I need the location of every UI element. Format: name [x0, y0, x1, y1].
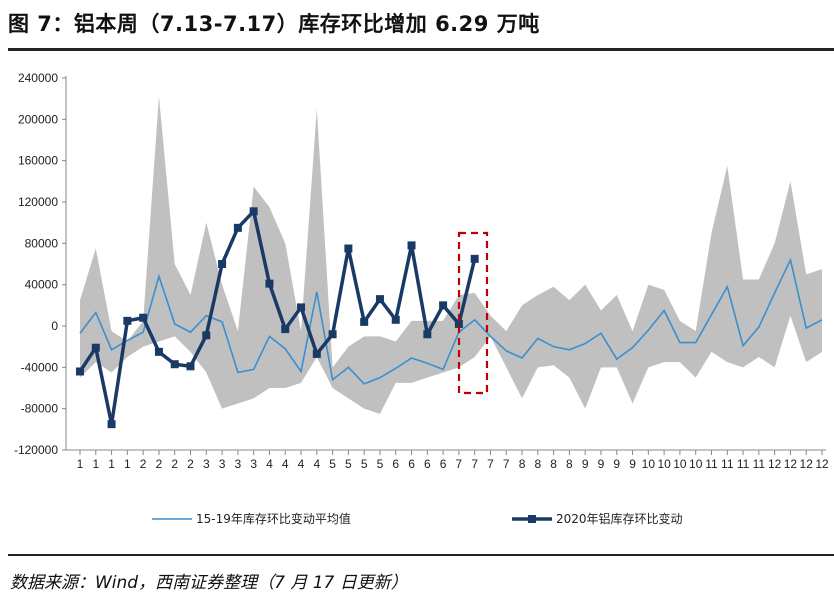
x-tick-label: 4 [266, 457, 273, 471]
x-tick-label: 3 [203, 457, 210, 471]
x-tick-label: 3 [250, 457, 257, 471]
legend-2020-label: 2020年铝库存环比变动 [556, 511, 683, 526]
x-tick-label: 5 [377, 457, 384, 471]
x-tick-label: 1 [77, 457, 84, 471]
x-tick-label: 11 [753, 457, 766, 471]
series-2020-line [78, 209, 477, 426]
source-note: 数据来源：Wind，西南证券整理（7 月 17 日更新） [10, 573, 408, 593]
x-tick-label: 11 [721, 457, 734, 471]
x-tick-label: 12 [768, 457, 782, 471]
y-tick-label: 240000 [18, 71, 58, 85]
x-tick-label: 9 [613, 457, 620, 471]
source-rule [8, 554, 834, 556]
series-2020-point [154, 347, 163, 356]
series-2020-point [91, 343, 100, 352]
x-tick-label: 3 [219, 457, 226, 471]
x-tick-label: 11 [737, 457, 750, 471]
chart: -120000 -80000 -40000 0 40000 80000 120000 1600… [14, 71, 829, 526]
x-tick-label: 1 [124, 457, 131, 471]
x-tick-label: 9 [598, 457, 605, 471]
x-tick-label: 5 [329, 457, 336, 471]
series-2020-point [76, 367, 84, 376]
y-tick-label: 200000 [18, 112, 58, 126]
avg-series-line [79, 257, 823, 385]
x-tick-label: 12 [815, 457, 829, 471]
x-tick-label: 9 [629, 457, 636, 471]
y-tick-label: 80000 [25, 236, 59, 250]
series-2020-point [344, 244, 353, 253]
series-2020-point [107, 420, 116, 429]
series-2020-point [360, 317, 369, 326]
x-tick-label: 10 [642, 457, 656, 471]
series-2020-point [423, 330, 432, 339]
x-tick-label: 3 [235, 457, 242, 471]
x-tick-label: 8 [566, 457, 573, 471]
x-tick-label: 4 [298, 457, 305, 471]
legend-2020-marker [528, 515, 536, 523]
x-tick-label: 10 [673, 457, 687, 471]
x-tick-label: 11 [705, 457, 718, 471]
series-2020-point [312, 349, 321, 358]
x-tick-label: 7 [471, 457, 478, 471]
series-2020-point [218, 260, 227, 268]
series-2020-point [407, 241, 416, 250]
y-tick-label: 0 [51, 319, 58, 333]
x-tick-label: 5 [345, 457, 352, 471]
series-2020-point [233, 223, 242, 232]
series-2020-point [439, 301, 448, 310]
series-2020-point [391, 315, 400, 324]
x-tick-label: 2 [171, 457, 178, 471]
x-tick-label: 6 [424, 457, 431, 471]
title-rule [8, 48, 834, 51]
x-tick-label: 5 [361, 457, 368, 471]
x-tick-label: 10 [689, 457, 703, 471]
series-2020-point [328, 330, 337, 339]
series-2020-point [454, 319, 463, 328]
series-2020-point [249, 207, 258, 216]
x-tick-label: 10 [657, 457, 671, 471]
x-tick-label: 7 [487, 457, 494, 471]
series-2020-point [297, 303, 306, 312]
series-2020-point [139, 313, 148, 322]
x-tick-label: 12 [784, 457, 798, 471]
series-2020-point [123, 316, 132, 325]
series-2020-point [375, 295, 384, 304]
series-2020-point [186, 362, 195, 371]
x-tick-label: 8 [534, 457, 541, 471]
x-tick-label: 2 [156, 457, 163, 471]
x-tick-label: 4 [313, 457, 320, 471]
series-2020-point [170, 360, 179, 369]
x-tick-label: 6 [392, 457, 399, 471]
x-tick-label: 6 [440, 457, 447, 471]
x-tick-label: 2 [187, 457, 194, 471]
y-tick-label: -120000 [14, 443, 58, 457]
series-2020-point [265, 279, 274, 288]
x-tick-label: 7 [456, 457, 463, 471]
y-tick-label: 40000 [25, 278, 59, 292]
x-tick-label: 6 [408, 457, 415, 471]
x-tick-label: 1 [92, 457, 99, 471]
x-tick-label: 1 [108, 457, 115, 471]
x-tick-label: 12 [800, 457, 814, 471]
figure-title: 图 7：铝本周（7.13-7.17）库存环比增加 6.29 万吨 [8, 12, 540, 36]
x-tick-label: 4 [282, 457, 289, 471]
series-2020-point [281, 325, 290, 334]
series-2020-point [202, 331, 211, 340]
legend-avg-label: 15-19年库存环比变动平均值 [196, 511, 351, 526]
x-tick-label: 8 [519, 457, 526, 471]
series-2020-point [470, 254, 479, 263]
y-tick-label: -40000 [21, 360, 59, 374]
y-tick-label: 160000 [18, 154, 58, 168]
y-tick-label: -80000 [21, 402, 59, 416]
x-tick-label: 8 [550, 457, 557, 471]
x-tick-label: 9 [582, 457, 589, 471]
x-tick-label: 2 [140, 457, 147, 471]
highlight-box [457, 231, 489, 395]
y-tick-label: 120000 [18, 195, 58, 209]
x-tick-label: 7 [503, 457, 510, 471]
range-band [80, 96, 822, 414]
